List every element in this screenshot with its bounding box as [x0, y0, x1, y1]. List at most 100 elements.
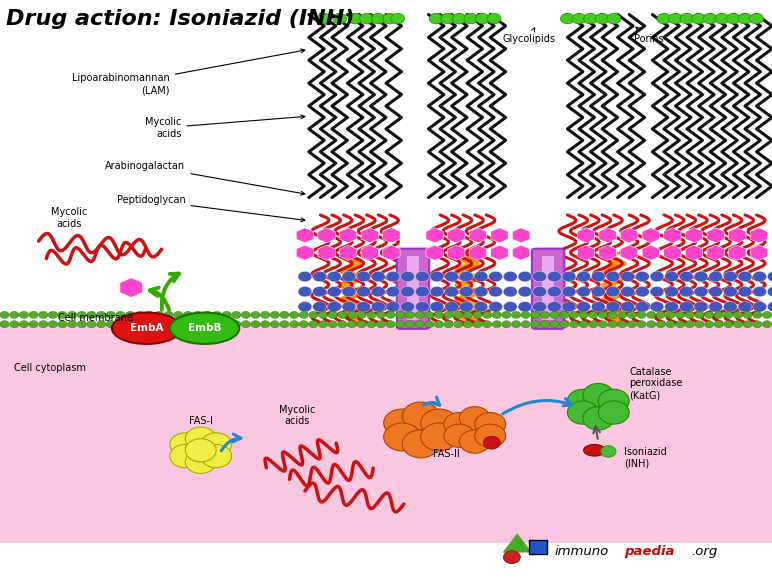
- Circle shape: [560, 311, 569, 318]
- Circle shape: [560, 13, 574, 24]
- Circle shape: [415, 311, 425, 318]
- Circle shape: [371, 13, 385, 24]
- Circle shape: [533, 286, 547, 297]
- Circle shape: [201, 433, 232, 456]
- Circle shape: [547, 302, 561, 312]
- Text: Cell cytoplasm: Cell cytoplasm: [14, 363, 86, 373]
- Circle shape: [429, 13, 443, 24]
- Circle shape: [144, 321, 154, 328]
- Circle shape: [434, 311, 443, 318]
- Circle shape: [401, 302, 415, 312]
- Circle shape: [518, 302, 532, 312]
- Circle shape: [627, 311, 636, 318]
- Circle shape: [430, 286, 444, 297]
- Circle shape: [333, 13, 347, 24]
- Circle shape: [588, 311, 598, 318]
- Circle shape: [738, 271, 752, 282]
- Circle shape: [445, 302, 459, 312]
- Circle shape: [733, 321, 743, 328]
- Circle shape: [459, 430, 490, 453]
- Circle shape: [384, 423, 421, 451]
- Circle shape: [608, 321, 617, 328]
- Circle shape: [337, 321, 347, 328]
- Circle shape: [313, 271, 327, 282]
- Circle shape: [459, 302, 473, 312]
- Bar: [407, 256, 419, 320]
- Circle shape: [540, 321, 550, 328]
- Circle shape: [376, 311, 385, 318]
- Circle shape: [474, 271, 488, 282]
- Circle shape: [441, 13, 455, 24]
- Text: EmbB: EmbB: [188, 323, 222, 333]
- Circle shape: [502, 321, 511, 328]
- Circle shape: [489, 302, 503, 312]
- Circle shape: [547, 271, 561, 282]
- Circle shape: [676, 311, 685, 318]
- Circle shape: [567, 401, 598, 424]
- Circle shape: [550, 321, 559, 328]
- Circle shape: [533, 302, 547, 312]
- Circle shape: [317, 13, 331, 24]
- Circle shape: [650, 302, 664, 312]
- Circle shape: [579, 311, 588, 318]
- Circle shape: [607, 13, 621, 24]
- Circle shape: [567, 389, 598, 413]
- Bar: [0, 0, 772, 325]
- Circle shape: [342, 302, 356, 312]
- Circle shape: [724, 321, 733, 328]
- Ellipse shape: [170, 313, 239, 344]
- Circle shape: [290, 311, 299, 318]
- Circle shape: [703, 13, 717, 24]
- Circle shape: [685, 321, 694, 328]
- Circle shape: [518, 286, 532, 297]
- Circle shape: [606, 286, 620, 297]
- Circle shape: [298, 302, 312, 312]
- Circle shape: [328, 321, 337, 328]
- Circle shape: [39, 321, 48, 328]
- Circle shape: [125, 311, 135, 318]
- Circle shape: [709, 286, 723, 297]
- Circle shape: [714, 321, 723, 328]
- Ellipse shape: [584, 444, 605, 456]
- Circle shape: [723, 271, 737, 282]
- Circle shape: [402, 430, 439, 458]
- Circle shape: [464, 13, 478, 24]
- Circle shape: [376, 321, 385, 328]
- Circle shape: [19, 311, 29, 318]
- Circle shape: [360, 13, 374, 24]
- Circle shape: [342, 286, 356, 297]
- Circle shape: [164, 311, 173, 318]
- Circle shape: [647, 321, 655, 328]
- Circle shape: [170, 444, 201, 468]
- Circle shape: [444, 321, 453, 328]
- Circle shape: [260, 321, 270, 328]
- Circle shape: [695, 311, 704, 318]
- Circle shape: [591, 302, 605, 312]
- Circle shape: [669, 13, 682, 24]
- Circle shape: [685, 311, 694, 318]
- Circle shape: [511, 321, 520, 328]
- Circle shape: [463, 321, 472, 328]
- FancyBboxPatch shape: [529, 540, 547, 554]
- Circle shape: [395, 321, 405, 328]
- Circle shape: [367, 311, 376, 318]
- Circle shape: [357, 302, 371, 312]
- Circle shape: [444, 424, 475, 447]
- Circle shape: [502, 311, 511, 318]
- Circle shape: [309, 321, 318, 328]
- Circle shape: [753, 302, 767, 312]
- Circle shape: [562, 271, 576, 282]
- Circle shape: [474, 302, 488, 312]
- Circle shape: [290, 321, 299, 328]
- Circle shape: [318, 311, 327, 318]
- Text: Cell membrane: Cell membrane: [58, 313, 133, 324]
- Circle shape: [676, 321, 685, 328]
- Circle shape: [386, 321, 395, 328]
- Circle shape: [679, 271, 693, 282]
- Circle shape: [453, 311, 462, 318]
- Circle shape: [635, 271, 649, 282]
- Circle shape: [116, 311, 125, 318]
- Circle shape: [591, 286, 605, 297]
- Circle shape: [595, 13, 609, 24]
- Circle shape: [232, 321, 241, 328]
